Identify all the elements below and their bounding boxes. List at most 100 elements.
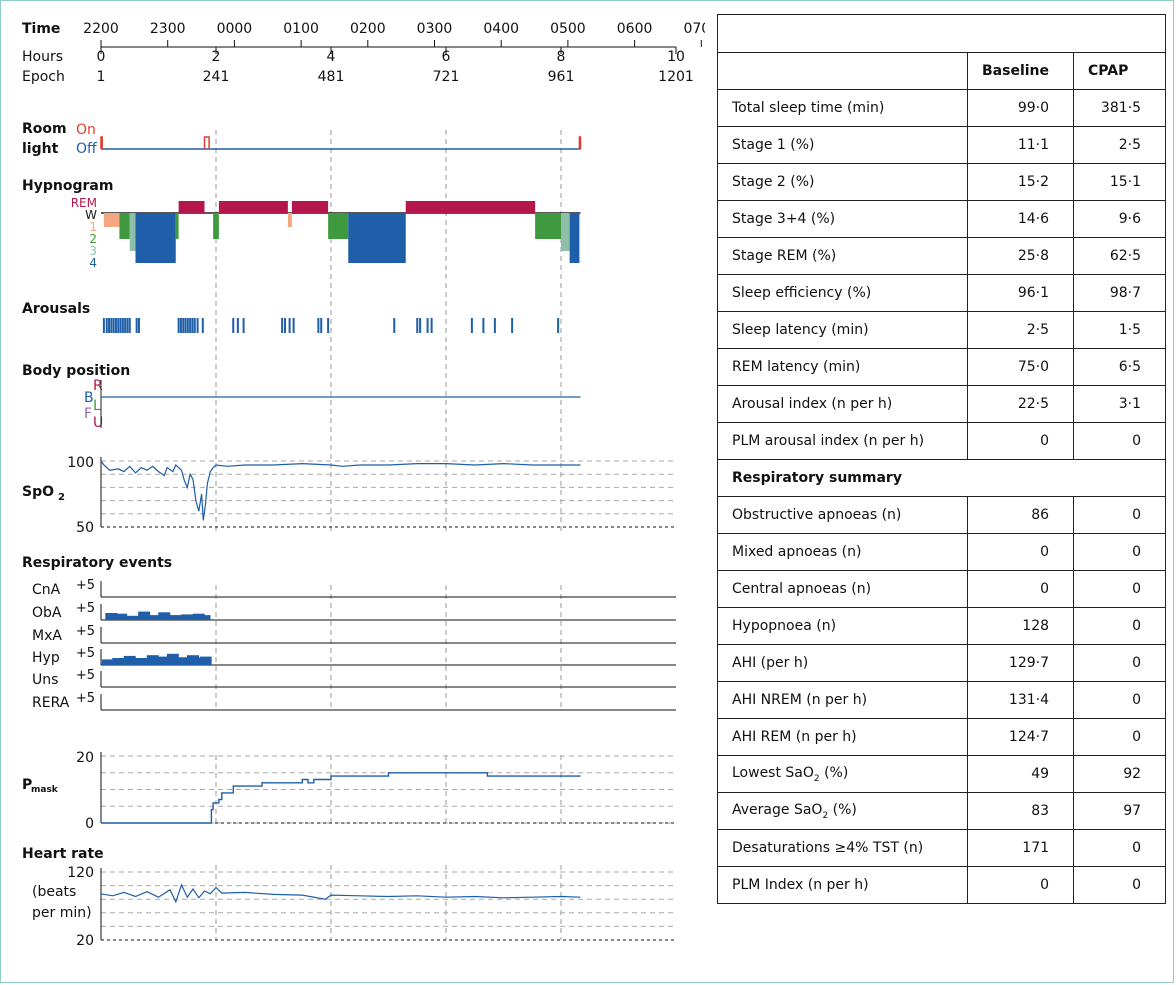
respiratory-scale-label: +5 <box>76 578 95 593</box>
baseline-value: 96·1 <box>966 274 1075 312</box>
respiratory-event-bar <box>166 653 179 665</box>
table-row: AHI (per h) 129·7 0 <box>717 644 1167 682</box>
row-label: Obstructive apnoeas (n) <box>717 496 968 534</box>
cpap-value: 2·5 <box>1073 126 1167 164</box>
baseline-value: 2·5 <box>966 311 1075 349</box>
hours-axis-title: Hours <box>22 49 63 65</box>
pmask-title-subscript: mask <box>31 785 59 795</box>
heart-rate-units: per min) <box>32 905 92 921</box>
heart-rate-y-tick-label: 120 <box>67 865 94 881</box>
epoch-tick-label: 721 <box>433 69 460 85</box>
baseline-value: 15·2 <box>966 163 1075 201</box>
hypnogram-stage-bar <box>175 213 179 239</box>
table-row: Total sleep time (min) 99·0 381·5 <box>717 89 1167 127</box>
respiratory-scale-label: +5 <box>76 691 95 706</box>
heart-rate-y-tick-label: 20 <box>76 933 94 949</box>
table-row: Average SaO2 (%) 83 97 <box>717 792 1167 830</box>
cpap-value: 0 <box>1073 866 1167 904</box>
cpap-value: 3·1 <box>1073 385 1167 423</box>
hour-tick-label: 8 <box>557 49 566 65</box>
label-main: Lowest SaO <box>732 764 814 781</box>
table-row: Hypopnoea (n) 128 0 <box>717 607 1167 645</box>
hour-tick-label: 6 <box>442 49 451 65</box>
hypnogram-stage-label: 4 <box>89 256 97 270</box>
room-light-off-label: Off <box>76 141 97 157</box>
hypnogram-stage-label: 1 <box>89 220 97 234</box>
row-label: Central apnoeas (n) <box>717 570 968 608</box>
epoch-tick-label: 241 <box>203 69 230 85</box>
table-row: Obstructive apnoeas (n) 86 0 <box>717 496 1167 534</box>
hypnogram-stage-bar <box>535 213 561 239</box>
sleep-summary-table: Baseline CPAP Total sleep time (min) 99·0… <box>716 14 1167 904</box>
table-header-row: Baseline CPAP <box>717 52 1167 90</box>
spo2-y-tick-label: 50 <box>76 520 94 536</box>
row-label: Average SaO2 (%) <box>717 792 968 830</box>
respiratory-channel-label: RERA <box>32 695 70 711</box>
header-label <box>717 52 968 90</box>
hour-tick-label: 4 <box>327 49 336 65</box>
respiratory-scale-label: +5 <box>76 668 95 683</box>
respiratory-event-bar <box>169 615 182 620</box>
room-light-title: light <box>22 141 59 157</box>
table-row: Stage 3+4 (%) 14·6 9·6 <box>717 200 1167 238</box>
hypnogram-stage-label: 3 <box>89 244 97 258</box>
table-row: PLM arousal index (n per h) 0 0 <box>717 422 1167 460</box>
table-row: Stage 2 (%) 15·2 15·1 <box>717 163 1167 201</box>
hypnogram-stage-bar <box>213 213 219 239</box>
hypnogram-stage-bar <box>135 213 176 263</box>
hour-tick-label: 0 <box>97 49 106 65</box>
cpap-value: 0 <box>1073 607 1167 645</box>
table-row: Lowest SaO2 (%) 49 92 <box>717 755 1167 793</box>
table-row: Stage REM (%) 25·8 62·5 <box>717 237 1167 275</box>
table-row: AHI NREM (n per h) 131·4 0 <box>717 681 1167 719</box>
pmask-y-tick-label: 20 <box>76 750 94 766</box>
respiratory-event-bar <box>112 658 125 665</box>
hypnogram-stage-bar <box>569 213 580 263</box>
label-subscript: 2 <box>822 810 829 821</box>
epoch-axis-title: Epoch <box>22 69 65 85</box>
hypnogram-stage-bar <box>178 201 205 213</box>
hypnogram-title: Hypnogram <box>22 178 113 194</box>
row-label: Hypopnoea (n) <box>717 607 968 645</box>
row-label: PLM arousal index (n per h) <box>717 422 968 460</box>
section-title: Respiratory summary <box>716 459 1167 497</box>
respiratory-event-bar <box>198 615 211 620</box>
spo2-trace <box>100 460 581 521</box>
baseline-value: 99·0 <box>966 89 1075 127</box>
table-row: PLM Index (n per h) 0 0 <box>717 866 1167 904</box>
heart-rate-title: Heart rate <box>22 846 104 862</box>
hypnogram-stage-bar <box>328 213 349 239</box>
baseline-value: 25·8 <box>966 237 1075 275</box>
respiratory-event-bar <box>187 655 199 665</box>
pmask-title: P <box>22 777 32 793</box>
respiratory-event-bar <box>149 615 162 620</box>
epoch-tick-label: 1201 <box>658 69 694 85</box>
hypnogram-stage-bar <box>348 213 406 263</box>
row-label: Stage 3+4 (%) <box>717 200 968 238</box>
cpap-value: 9·6 <box>1073 200 1167 238</box>
respiratory-event-bar <box>105 613 118 620</box>
table-title <box>716 14 1167 53</box>
respiratory-channel-label: MxA <box>32 628 62 644</box>
cpap-value: 0 <box>1073 496 1167 534</box>
respiratory-event-bar <box>146 655 159 665</box>
body-position-label: L <box>93 398 101 414</box>
respiratory-event-bar <box>115 613 128 620</box>
clock-tick-label: 0300 <box>417 21 453 37</box>
spo2-y-tick-label: 100 <box>67 455 94 471</box>
cpap-value: 0 <box>1073 644 1167 682</box>
clock-tick-label: 0000 <box>217 21 253 37</box>
respiratory-channel-label: ObA <box>32 605 62 621</box>
cpap-value: 97 <box>1073 792 1167 830</box>
clock-tick-label: 0400 <box>483 21 519 37</box>
row-label: Stage 2 (%) <box>717 163 968 201</box>
baseline-value: 129·7 <box>966 644 1075 682</box>
room-light-title: Room <box>22 121 67 137</box>
baseline-value: 171 <box>966 829 1075 867</box>
cpap-value: 0 <box>1073 422 1167 460</box>
epoch-tick-label: 481 <box>318 69 345 85</box>
row-label: AHI (per h) <box>717 644 968 682</box>
cpap-value: 15·1 <box>1073 163 1167 201</box>
respiratory-event-bar <box>123 655 136 665</box>
respiratory-event-bar <box>101 659 114 665</box>
